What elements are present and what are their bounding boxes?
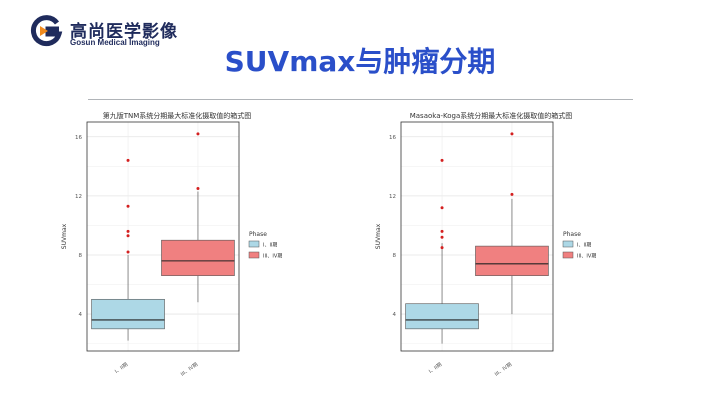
- x-tick-label: III、IV期: [180, 362, 199, 378]
- box: [405, 303, 479, 330]
- gosun-logo-icon: [30, 15, 63, 47]
- outlier-point: [126, 234, 130, 238]
- outlier-point: [126, 158, 130, 162]
- legend-swatch: [248, 251, 260, 259]
- y-tick-label: 8: [79, 253, 83, 259]
- chart-title: 第九版TNM系统分期最大标准化摄取值的箱式图: [103, 111, 252, 120]
- y-tick-label: 4: [393, 312, 397, 318]
- outlier-point: [126, 250, 130, 254]
- legend-label: III、IV期: [577, 254, 596, 260]
- outlier-point: [196, 132, 200, 136]
- y-tick-label: 12: [389, 194, 396, 200]
- outlier-point: [126, 229, 130, 233]
- chart-title: Masaoka-Koga系统分期最大标准化摄取值的箱式图: [410, 111, 573, 120]
- boxplot-masaoka-koga: Masaoka-Koga系统分期最大标准化摄取值的箱式图 4 8 12 16 SUVmax…: [370, 108, 640, 378]
- plot-border: [86, 121, 240, 352]
- outlier-point: [196, 186, 200, 190]
- y-axis-label: SUVmax: [375, 223, 382, 249]
- outlier-point: [440, 206, 444, 210]
- legend-swatch: [248, 240, 260, 248]
- legend-label: III、IV期: [263, 254, 282, 260]
- outlier-point: [510, 192, 514, 196]
- x-tick-label: I、II期: [428, 362, 443, 375]
- y-axis-label: SUVmax: [61, 223, 68, 249]
- y-tick-label: 16: [389, 135, 396, 141]
- outlier-point: [440, 158, 444, 162]
- x-tick-label: I、II期: [114, 362, 129, 375]
- outlier-point: [440, 235, 444, 239]
- y-tick-label: 12: [75, 194, 82, 200]
- slide-title: SUVmax与肿瘤分期: [224, 45, 496, 78]
- legend-swatch: [562, 251, 574, 259]
- plot-border: [400, 121, 554, 352]
- legend-title: Phase: [563, 231, 581, 238]
- outlier-point: [126, 204, 130, 208]
- box: [161, 239, 235, 276]
- outlier-point: [440, 229, 444, 233]
- outlier-point: [510, 132, 514, 136]
- legend-label: I、II期: [577, 243, 591, 249]
- y-tick-label: 16: [75, 135, 82, 141]
- x-tick-label: III、IV期: [494, 362, 513, 378]
- legend-label: I、II期: [263, 243, 277, 249]
- legend-swatch: [562, 240, 574, 248]
- chart-svg: Masaoka-Koga系统分期最大标准化摄取值的箱式图 4 8 12 16 SUVmax…: [375, 111, 596, 378]
- brand-logo: 高尚医学影像 Gosun Medical Imaging: [30, 14, 190, 54]
- title-divider: [88, 99, 633, 100]
- boxplot-tnm: 第九版TNM系统分期最大标准化摄取值的箱式图 4 8 12 16 SUVmax I、II期 I…: [56, 108, 326, 378]
- outlier-point: [440, 246, 444, 250]
- brand-name-cn: 高尚医学影像: [70, 22, 178, 42]
- legend-title: Phase: [249, 231, 267, 238]
- box: [475, 245, 549, 276]
- box: [91, 298, 165, 330]
- brand-name-en: Gosun Medical Imaging: [70, 38, 160, 47]
- chart-svg: 第九版TNM系统分期最大标准化摄取值的箱式图 4 8 12 16 SUVmax I、II期 I…: [61, 111, 282, 378]
- y-tick-label: 8: [393, 253, 397, 259]
- y-tick-label: 4: [79, 312, 83, 318]
